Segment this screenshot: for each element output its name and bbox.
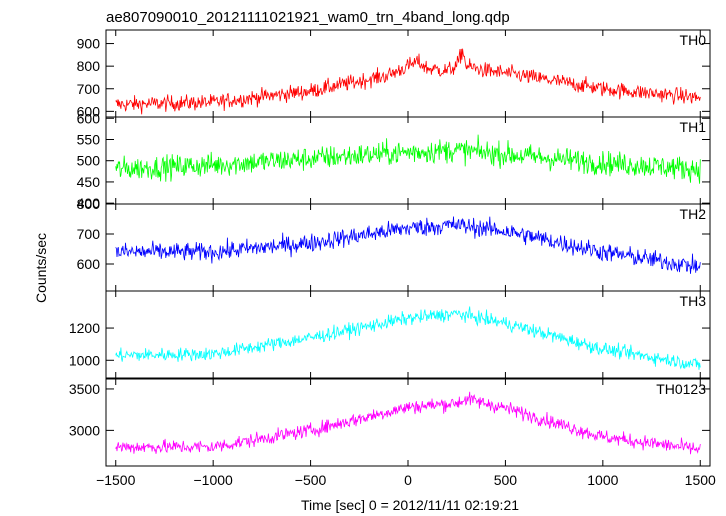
- y-tick-label: 3000: [69, 422, 100, 438]
- y-tick-label: 700: [77, 81, 101, 97]
- panel-label-th2: TH2: [680, 206, 707, 222]
- series-line-th0: [115, 48, 701, 115]
- series-line-th1: [115, 134, 701, 184]
- y-tick-label: 400: [77, 195, 101, 211]
- x-tick-label: 500: [494, 472, 518, 488]
- panel-frame: [105, 290, 711, 379]
- x-tick-label: 1500: [685, 472, 716, 488]
- y-tick-label: 1200: [69, 320, 100, 336]
- y-tick-label: 600: [77, 256, 101, 272]
- panel-label-th1: TH1: [680, 119, 707, 135]
- y-tick-label: 1000: [69, 352, 100, 368]
- panel-label-th3: TH3: [680, 293, 707, 309]
- y-tick-label: 600: [77, 110, 101, 126]
- y-tick-label: 800: [77, 58, 101, 74]
- panel-label-th0: TH0: [680, 32, 707, 48]
- y-axis-label: Counts/sec: [33, 233, 49, 303]
- panel-frame: [105, 29, 711, 118]
- y-tick-label: 500: [77, 153, 101, 169]
- y-tick-label: 800: [77, 196, 101, 212]
- chart-title: ae807090010_20121111021921_wam0_trn_4ban…: [106, 9, 510, 26]
- x-tick-label: −1500: [96, 472, 136, 488]
- x-axis-label: Time [sec] 0 = 2012/11/11 02:19:21: [301, 497, 519, 513]
- x-tick-label: 1000: [587, 472, 618, 488]
- y-tick-label: 3500: [69, 381, 100, 397]
- series-line-th0123: [115, 391, 701, 455]
- y-tick-label: 600: [77, 103, 101, 119]
- y-tick-label: 700: [77, 226, 101, 242]
- panel-label-th0123: TH0123: [656, 381, 706, 397]
- y-tick-label: 450: [77, 174, 101, 190]
- y-tick-label: 900: [77, 36, 101, 52]
- y-tick-label: 550: [77, 131, 101, 147]
- x-tick-label: 0: [404, 472, 412, 488]
- x-tick-label: −500: [295, 472, 327, 488]
- x-tick-label: −1000: [193, 472, 233, 488]
- panel-frame: [105, 378, 711, 467]
- series-line-th2: [115, 216, 701, 274]
- panels-group: 600 700 800 900 TH0 400 450 500 550 600 TH1 600 700 8…: [69, 29, 716, 488]
- series-line-th3: [115, 306, 701, 370]
